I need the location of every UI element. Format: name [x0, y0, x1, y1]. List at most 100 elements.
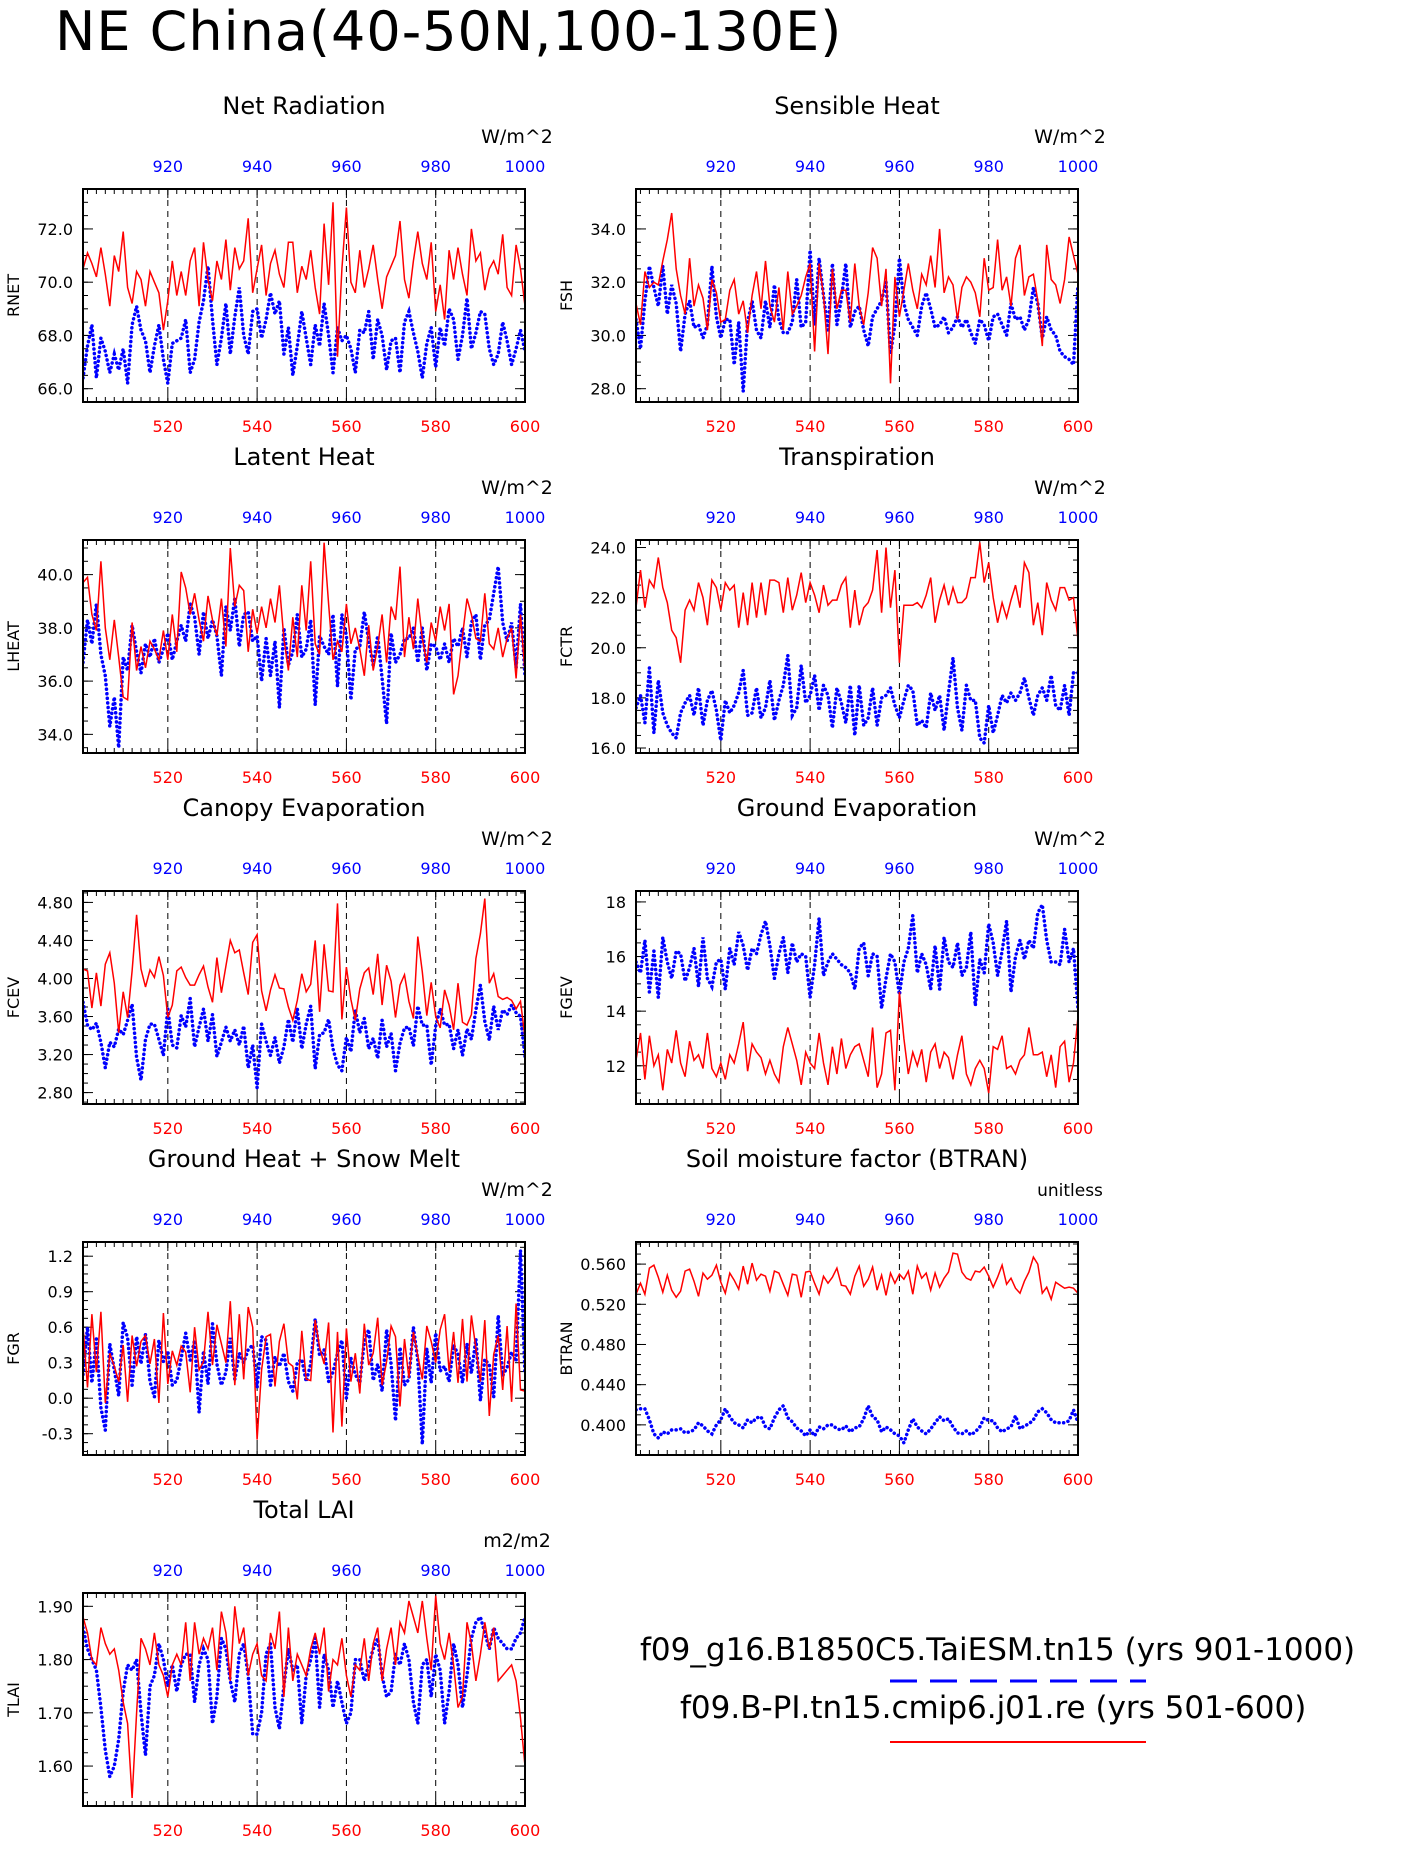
x-bottom-tick-label: 580	[973, 1470, 1004, 1489]
units-label: W/m^2	[481, 126, 553, 148]
x-bottom-tick-label: 540	[242, 1821, 273, 1840]
x-top-tick-label: 940	[242, 859, 273, 878]
x-bottom-tick-label: 560	[884, 417, 915, 436]
y-tick-label: 4.40	[37, 931, 73, 950]
y-tick-label: 38.0	[37, 619, 73, 638]
y-tick-label: 0.560	[580, 1255, 626, 1274]
x-bottom-tick-label: 520	[153, 417, 184, 436]
plot-frame	[635, 188, 1079, 403]
x-bottom-tick-label: 600	[1063, 1470, 1094, 1489]
y-tick-label: 24.0	[590, 539, 626, 558]
x-top-tick-label: 940	[795, 1210, 826, 1229]
chart-title: Ground Heat + Snow Melt	[148, 1145, 460, 1173]
y-tick-label: 0.440	[580, 1376, 626, 1395]
series-model-a	[636, 655, 1078, 748]
x-top-tick-label: 1000	[505, 1210, 546, 1229]
y-tick-label: 72.0	[37, 220, 73, 239]
x-top-tick-label: 1000	[1058, 508, 1099, 527]
y-axis-label: FGR	[4, 1332, 23, 1365]
y-tick-label: 0.520	[580, 1295, 626, 1314]
x-top-tick-label: 1000	[1058, 1210, 1099, 1229]
legend-model-a-swatch	[890, 1679, 1146, 1683]
chart-title: Ground Evaporation	[737, 794, 977, 822]
x-top-tick-label: 960	[331, 508, 362, 527]
x-top-tick-label: 920	[153, 157, 184, 176]
page-title: NE China(40-50N,100-130E)	[55, 0, 843, 63]
series-model-a	[83, 265, 525, 384]
chart-fgev: Ground Evaporation W/m^2 FGEV 12 14 16 18 920 94…	[557, 794, 1106, 1138]
x-bottom-tick-label: 600	[510, 1470, 541, 1489]
x-top-tick-label: 1000	[1058, 157, 1099, 176]
y-axis-label: TLAI	[4, 1682, 23, 1718]
series-model-a	[83, 1613, 525, 1783]
y-tick-label: 0.9	[48, 1283, 73, 1302]
units-label: unitless	[1037, 1181, 1103, 1201]
series-model-b	[83, 1301, 525, 1440]
x-bottom-tick-label: 600	[1063, 768, 1094, 787]
plot-frame	[635, 539, 1079, 754]
y-tick-label: 4.80	[37, 893, 73, 912]
x-top-tick-label: 960	[331, 1210, 362, 1229]
x-bottom-tick-label: 580	[973, 1119, 1004, 1138]
x-bottom-tick-label: 580	[420, 1119, 451, 1138]
series-model-b	[636, 1252, 1078, 1302]
chart-tlai: Total LAI m2/m2 TLAI 1.60 1.70 1.80 1.90 920 940…	[4, 1496, 551, 1840]
x-top-tick-label: 980	[420, 859, 451, 878]
x-bottom-tick-label: 540	[242, 417, 273, 436]
y-tick-label: 30.0	[590, 326, 626, 345]
y-tick-label: 12	[606, 1057, 626, 1076]
x-top-tick-label: 960	[331, 1561, 362, 1580]
y-tick-label: 18	[606, 893, 626, 912]
chart-title: Soil moisture factor (BTRAN)	[686, 1145, 1028, 1173]
series-model-a	[636, 899, 1078, 1011]
y-tick-label: 20.0	[590, 639, 626, 658]
y-tick-label: 68.0	[37, 326, 73, 345]
y-tick-label: 34.0	[37, 725, 73, 744]
series-model-b	[636, 991, 1078, 1094]
x-bottom-tick-label: 520	[706, 1470, 737, 1489]
plot-frame	[82, 539, 526, 754]
x-bottom-tick-label: 540	[242, 768, 273, 787]
y-tick-label: 18.0	[590, 689, 626, 708]
x-top-tick-label: 1000	[505, 508, 546, 527]
y-tick-label: 1.70	[37, 1704, 73, 1723]
x-top-tick-label: 920	[706, 1210, 737, 1229]
y-tick-label: 66.0	[37, 380, 73, 399]
series-model-b	[83, 542, 525, 702]
chart-fctr: Transpiration W/m^2 FCTR 16.0 18.0 20.0 22.0 24…	[557, 443, 1106, 787]
x-bottom-tick-label: 520	[153, 1119, 184, 1138]
y-tick-label: 32.0	[590, 273, 626, 292]
units-label: m2/m2	[483, 1530, 551, 1552]
series-model-a	[83, 984, 525, 1088]
series-model-a	[83, 566, 525, 748]
x-bottom-tick-label: 520	[706, 417, 737, 436]
x-bottom-tick-label: 520	[153, 768, 184, 787]
x-bottom-tick-label: 540	[795, 1119, 826, 1138]
y-axis-label: FCEV	[4, 977, 23, 1018]
units-label: W/m^2	[481, 1179, 553, 1201]
y-tick-label: 0.0	[48, 1389, 73, 1408]
y-tick-label: 16.0	[590, 739, 626, 758]
x-top-tick-label: 1000	[505, 859, 546, 878]
x-top-tick-label: 920	[706, 859, 737, 878]
legend-model-b-swatch	[890, 1741, 1146, 1743]
x-bottom-tick-label: 600	[510, 768, 541, 787]
x-bottom-tick-label: 520	[153, 1470, 184, 1489]
x-bottom-tick-label: 580	[973, 417, 1004, 436]
plot-frame	[635, 1241, 1079, 1456]
x-bottom-tick-label: 540	[242, 1470, 273, 1489]
y-tick-label: 1.60	[37, 1757, 73, 1776]
x-top-tick-label: 980	[420, 1561, 451, 1580]
y-tick-label: -0.3	[42, 1425, 73, 1444]
chart-fsh: Sensible Heat W/m^2 FSH 28.0 30.0 32.0 34.0 920…	[557, 92, 1106, 436]
chart-title: Sensible Heat	[774, 92, 940, 120]
x-top-tick-label: 960	[884, 1210, 915, 1229]
x-bottom-tick-label: 600	[1063, 1119, 1094, 1138]
x-top-tick-label: 940	[242, 1561, 273, 1580]
x-bottom-tick-label: 560	[331, 417, 362, 436]
x-top-tick-label: 980	[973, 508, 1004, 527]
plot-frame	[635, 890, 1079, 1105]
y-tick-label: 0.3	[48, 1354, 73, 1373]
legend-model-b-label: f09.B-PI.tn15.cmip6.j01.re (yrs 501-600)	[680, 1690, 1307, 1726]
